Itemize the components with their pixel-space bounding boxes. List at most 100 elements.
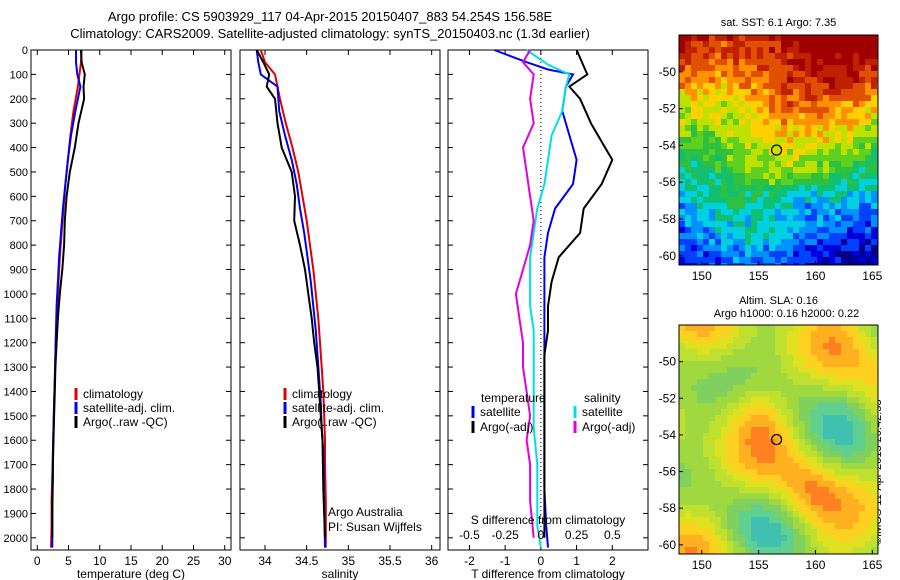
sst_map-cell bbox=[715, 197, 721, 203]
sst_map-cell bbox=[733, 59, 739, 65]
sla_map-cell bbox=[709, 427, 715, 433]
sst_map-cell bbox=[679, 239, 685, 245]
sst_map-cell bbox=[757, 83, 763, 89]
sla_map-cell bbox=[799, 547, 805, 553]
sla_map-cell bbox=[793, 505, 799, 511]
sla_map-cell bbox=[775, 409, 781, 415]
sst_map-cell bbox=[763, 137, 769, 143]
sst_map-ytick-label: -58 bbox=[659, 212, 677, 226]
sla_map-cell bbox=[823, 541, 829, 547]
sla_map-cell bbox=[757, 367, 763, 373]
salinity-panel: 34 34.5 35 35.5 36salinityclimatologysatelli… bbox=[239, 49, 441, 580]
sst_map-cell bbox=[721, 83, 727, 89]
sst_map-cell bbox=[841, 41, 847, 47]
sst_map-cell bbox=[859, 167, 865, 173]
sla_map-cell bbox=[781, 409, 787, 415]
sla_map-cell bbox=[865, 385, 871, 391]
sla_map-cell bbox=[751, 505, 757, 511]
sla_map-cell bbox=[721, 481, 727, 487]
sla_map-cell bbox=[871, 391, 877, 397]
sst_map-cell bbox=[709, 167, 715, 173]
sst_map-cell bbox=[697, 113, 703, 119]
sst_map-cell bbox=[685, 191, 691, 197]
sst_map-cell bbox=[793, 167, 799, 173]
sst_map-cell bbox=[733, 131, 739, 137]
sst_map-cell bbox=[811, 233, 817, 239]
sla_map-cell bbox=[823, 475, 829, 481]
sla_map-cell bbox=[829, 463, 835, 469]
sst_map-cell bbox=[745, 65, 751, 71]
sst_map-cell bbox=[835, 209, 841, 215]
sla_map-cell bbox=[871, 325, 877, 331]
sla_map-cell bbox=[685, 415, 691, 421]
sla_map-cell bbox=[865, 331, 871, 337]
sla_map-cell bbox=[781, 391, 787, 397]
sst_map-cell bbox=[757, 107, 763, 113]
sla_map-cell bbox=[685, 481, 691, 487]
sla_map-cell bbox=[799, 415, 805, 421]
sst_map-cell bbox=[871, 95, 877, 101]
sst_map-cell bbox=[817, 95, 823, 101]
sst_map-cell bbox=[805, 161, 811, 167]
sla_map-cell bbox=[865, 421, 871, 427]
sla_map-cell bbox=[805, 397, 811, 403]
sst_map-cell bbox=[721, 53, 727, 59]
sst_map-cell bbox=[691, 131, 697, 137]
sla_map-cell bbox=[709, 325, 715, 331]
sst_map-cell bbox=[835, 143, 841, 149]
sla_map-cell bbox=[703, 343, 709, 349]
sla_map-cell bbox=[805, 355, 811, 361]
sla_map-cell bbox=[745, 475, 751, 481]
sla_map-cell bbox=[787, 451, 793, 457]
sst_map-cell bbox=[841, 131, 847, 137]
sst_map-cell bbox=[805, 143, 811, 149]
sst_map-cell bbox=[721, 119, 727, 125]
sla_map-cell bbox=[811, 415, 817, 421]
sst_map-cell bbox=[685, 251, 691, 257]
sla_map-cell bbox=[847, 439, 853, 445]
sla_map-cell bbox=[739, 421, 745, 427]
sst_map-cell bbox=[727, 95, 733, 101]
sst_map-cell bbox=[739, 239, 745, 245]
sst_map-cell bbox=[835, 95, 841, 101]
sla_map-cell bbox=[691, 523, 697, 529]
sla_map-cell bbox=[703, 373, 709, 379]
sst_map-cell bbox=[769, 185, 775, 191]
sst_map-cell bbox=[817, 245, 823, 251]
sla_map-cell bbox=[739, 523, 745, 529]
sla_map-cell bbox=[871, 343, 877, 349]
sst_map-cell bbox=[763, 209, 769, 215]
sst_map-cell bbox=[715, 125, 721, 131]
sla_map-cell bbox=[865, 529, 871, 535]
sla_map-cell bbox=[709, 349, 715, 355]
sst_map-cell bbox=[835, 77, 841, 83]
difference-xlabel: T difference from climatology bbox=[471, 567, 625, 580]
sst_map-cell bbox=[787, 47, 793, 53]
sst_map-cell bbox=[709, 215, 715, 221]
sst_map-cell bbox=[787, 185, 793, 191]
sst_map-cell bbox=[793, 125, 799, 131]
sla_map-cell bbox=[751, 475, 757, 481]
sst_map-cell bbox=[841, 101, 847, 107]
sla_map-cell bbox=[685, 367, 691, 373]
sst_map-cell bbox=[697, 245, 703, 251]
sst_map-cell bbox=[829, 197, 835, 203]
sst_map-cell bbox=[733, 53, 739, 59]
sst_map-cell bbox=[853, 71, 859, 77]
sla_map-cell bbox=[871, 463, 877, 469]
sst_map-xtick-label: 150 bbox=[692, 269, 712, 283]
sla_map-cell bbox=[679, 337, 685, 343]
sla_map-cell bbox=[841, 511, 847, 517]
sla_map-cell bbox=[703, 505, 709, 511]
sla_map-cell bbox=[703, 463, 709, 469]
sst_map-cell bbox=[769, 227, 775, 233]
sst_map-cell bbox=[793, 185, 799, 191]
sst_map-cell bbox=[793, 257, 799, 263]
sst_map-cell bbox=[769, 41, 775, 47]
sla_map-cell bbox=[787, 367, 793, 373]
s-diff-tick-label: -0.5 bbox=[459, 528, 480, 542]
sla_map-cell bbox=[817, 367, 823, 373]
sst_map-cell bbox=[715, 113, 721, 119]
sst_map-cell bbox=[823, 257, 829, 263]
sla_map-cell bbox=[721, 505, 727, 511]
